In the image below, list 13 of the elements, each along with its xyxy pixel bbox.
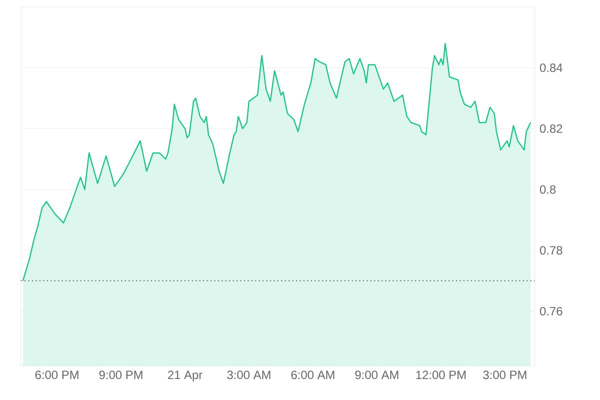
y-tick-label: 0.8: [540, 185, 556, 194]
y-tick-label: 0.76: [540, 306, 562, 316]
y-tick-label: 0.84: [540, 64, 562, 72]
x-tick-label: 3:00 AM: [227, 370, 270, 380]
x-tick-label: 21 Apr: [168, 370, 202, 382]
y-tick-label: 0.82: [540, 124, 562, 133]
x-tick-label: 6:00 PM: [35, 370, 78, 380]
y-tick-label: 0.78: [540, 246, 562, 255]
x-tick-label: 3:00 PM: [483, 370, 526, 380]
x-tick-label: 9:00 AM: [355, 370, 398, 380]
x-tick-label: 6:00 AM: [291, 370, 334, 380]
x-tick-label: 12:00 PM: [416, 370, 466, 380]
x-tick-label: 9:00 PM: [99, 370, 142, 380]
